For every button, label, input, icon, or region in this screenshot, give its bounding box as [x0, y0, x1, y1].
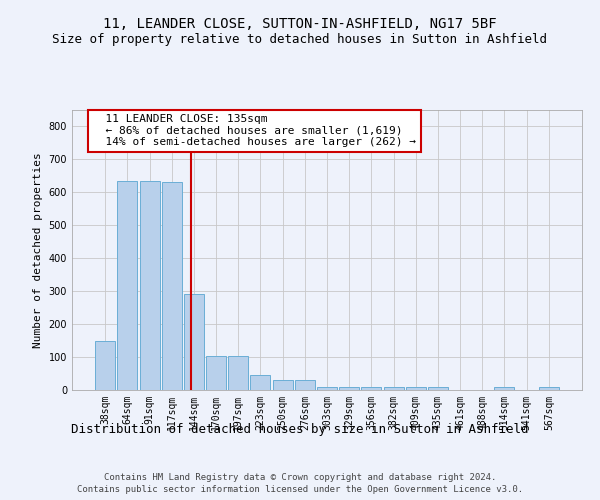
Y-axis label: Number of detached properties: Number of detached properties: [33, 152, 43, 348]
Text: Contains public sector information licensed under the Open Government Licence v3: Contains public sector information licen…: [77, 485, 523, 494]
Bar: [184, 294, 204, 390]
Bar: [95, 340, 115, 390]
Text: Contains HM Land Registry data © Crown copyright and database right 2024.: Contains HM Land Registry data © Crown c…: [104, 472, 496, 482]
Text: 11 LEANDER CLOSE: 135sqm
  ← 86% of detached houses are smaller (1,619)
  14% of: 11 LEANDER CLOSE: 135sqm ← 86% of detach…: [92, 114, 416, 148]
Bar: [162, 182, 182, 390]
Bar: [361, 386, 382, 390]
Bar: [250, 375, 271, 390]
Bar: [539, 388, 559, 390]
Bar: [428, 386, 448, 390]
Text: Size of property relative to detached houses in Sutton in Ashfield: Size of property relative to detached ho…: [53, 32, 548, 46]
Bar: [494, 388, 514, 390]
Bar: [406, 386, 426, 390]
Bar: [383, 386, 404, 390]
Bar: [206, 356, 226, 390]
Bar: [118, 181, 137, 390]
Bar: [228, 356, 248, 390]
Bar: [140, 181, 160, 390]
Text: 11, LEANDER CLOSE, SUTTON-IN-ASHFIELD, NG17 5BF: 11, LEANDER CLOSE, SUTTON-IN-ASHFIELD, N…: [103, 18, 497, 32]
Bar: [317, 386, 337, 390]
Bar: [339, 386, 359, 390]
Bar: [272, 380, 293, 390]
Bar: [295, 380, 315, 390]
Text: Distribution of detached houses by size in Sutton in Ashfield: Distribution of detached houses by size …: [71, 422, 529, 436]
